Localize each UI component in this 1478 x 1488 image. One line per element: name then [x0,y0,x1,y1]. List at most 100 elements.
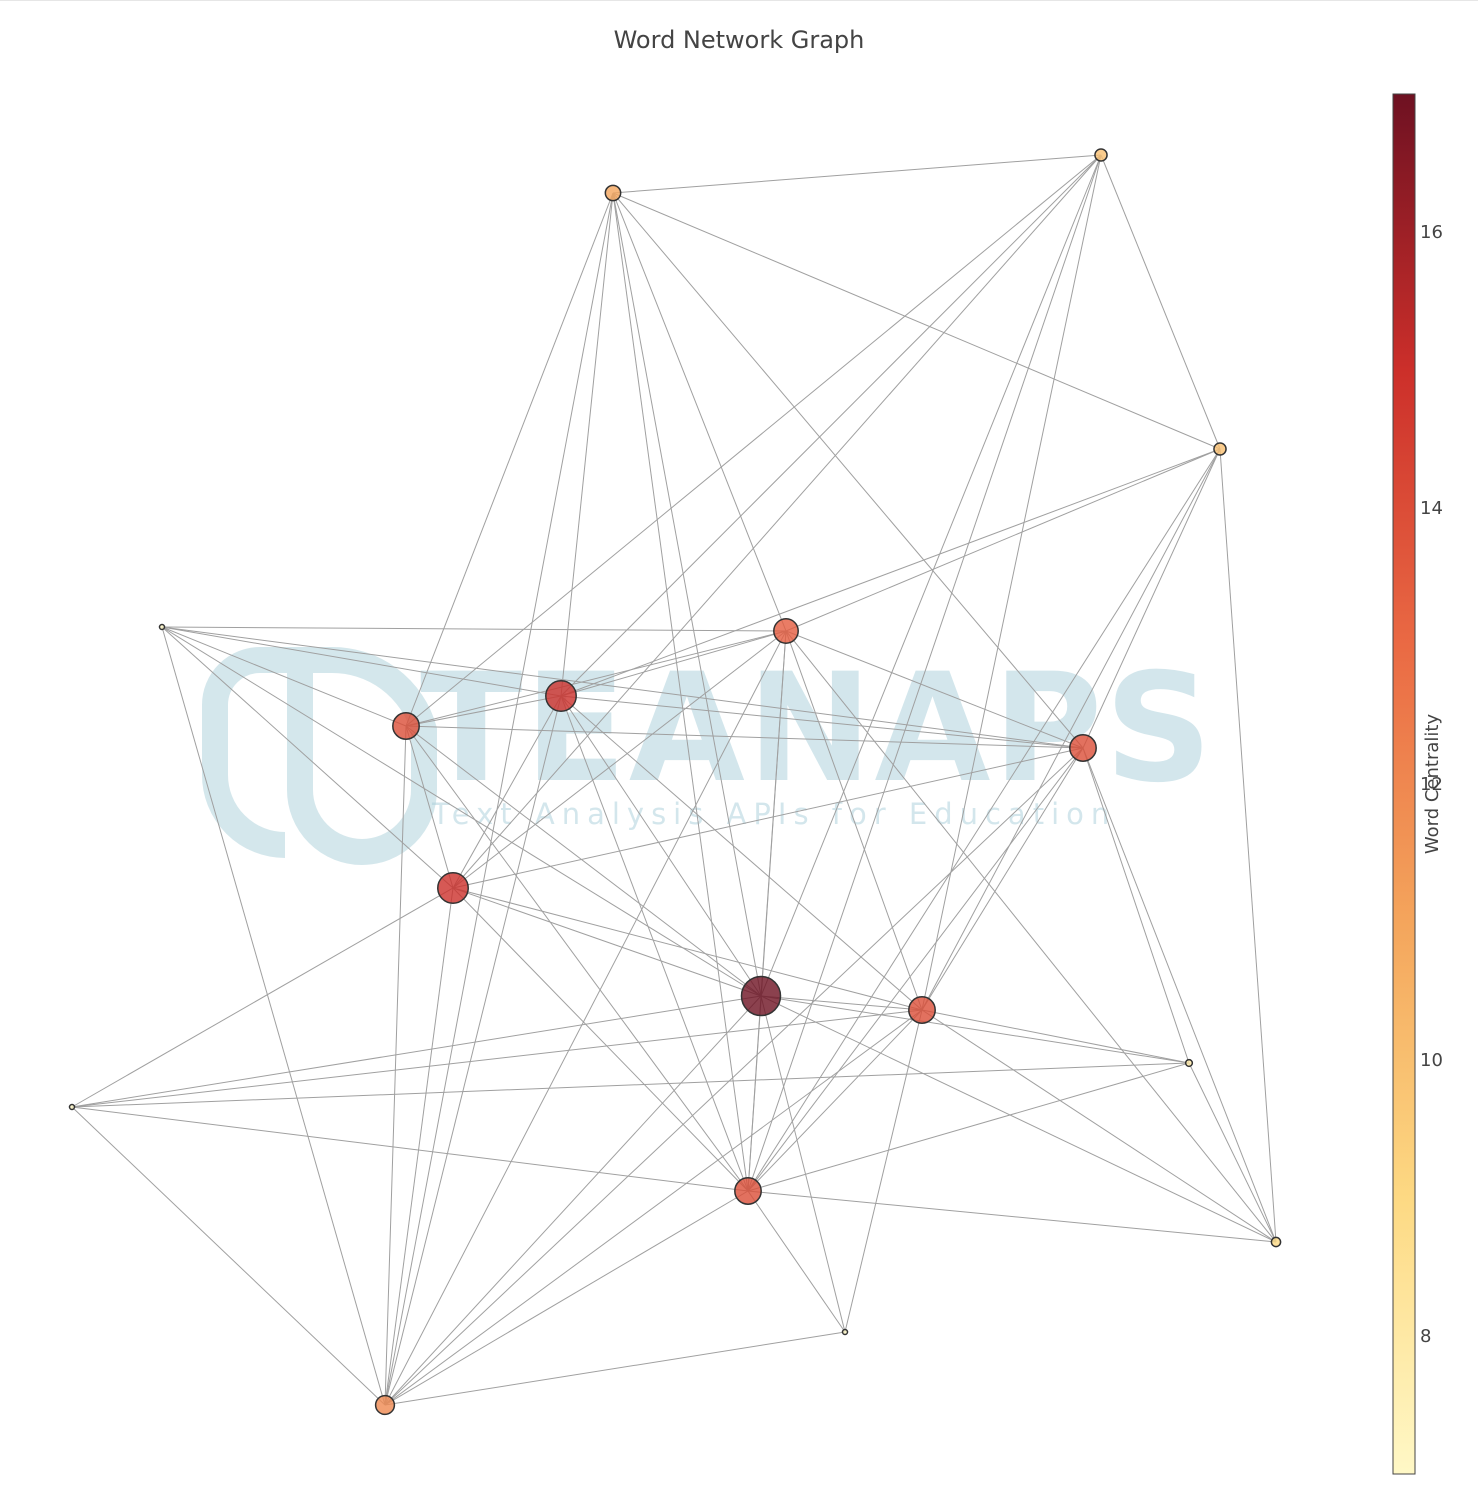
network-edge [1188,1062,1277,1243]
network-edge [161,626,1084,749]
network-node-n16[interactable] [374,1394,396,1416]
network-node-n1[interactable] [1094,148,1108,162]
network-edge [71,1009,923,1108]
network-edge [384,1009,923,1406]
network-edge [384,747,1084,1406]
network-node-n2[interactable] [1213,442,1227,456]
network-edge [405,725,762,997]
network-edge [405,630,787,727]
network-edge [405,725,454,889]
network-edge [384,725,407,1406]
network-node-n7[interactable] [1069,734,1097,762]
network-edge [71,1062,1190,1108]
network-node-n6[interactable] [392,712,420,740]
network-edge [612,192,762,997]
network-edge [612,154,1102,194]
colorbar-ticks: 8 10 12 14 16 [1420,222,1443,1347]
network-edge [747,1190,1277,1243]
network-edge [612,192,787,632]
colorbar-tick-label: 14 [1420,498,1443,519]
colorbar-tick-label: 16 [1420,222,1443,243]
network-edge [560,695,923,1011]
network-node-n10[interactable] [908,996,936,1024]
network-edge [760,154,1102,997]
network-edge [747,995,762,1192]
network-node-n15[interactable] [841,1328,849,1336]
network-edge [785,630,923,1011]
network-edge [161,626,762,997]
network-edge [384,630,787,1406]
network-edge [760,995,1277,1243]
network-edge [384,1331,846,1406]
network-edge [785,630,1277,1243]
network-edge [1219,448,1277,1243]
network-node-n5[interactable] [545,680,577,712]
network-edge [921,1009,1277,1243]
network-node-n9[interactable] [740,975,782,1017]
network-edge [452,154,1102,889]
network-edge [1082,448,1221,749]
network-edge [760,995,923,1011]
network-edge [452,887,749,1192]
network-node-n13[interactable] [734,1177,762,1205]
network-edge [161,626,407,727]
network-edge [560,695,1084,749]
network-node-n12[interactable] [68,1103,76,1111]
network-edge [760,995,1190,1064]
network-edge [747,1062,1190,1192]
colorbar-tick-label: 8 [1420,1326,1431,1347]
network-edge [844,1009,923,1333]
network-edge [384,995,762,1406]
network-edge [560,630,787,697]
network-edge [452,887,762,997]
network-node-n8[interactable] [437,872,469,904]
colorbar-gradient [1392,93,1416,1475]
network-edge [921,1009,1190,1064]
network-edge [612,192,749,1192]
network-edge [785,630,1084,749]
network-edge [1082,747,1277,1243]
network-edge [560,154,1102,697]
network-node-n3[interactable] [158,623,166,631]
network-edge [921,747,1084,1011]
network-edge [612,192,1084,749]
network-edge [384,1190,749,1406]
network-edge [71,1106,749,1192]
network-edge [921,448,1221,1011]
network-edge [452,695,562,889]
network-edge [747,1190,846,1333]
watermark-logo-text: TEANAPS [420,642,1214,816]
network-edge [405,192,614,727]
network-edge [785,448,1221,632]
network-node-n0[interactable] [604,184,622,202]
network-edge [1082,747,1190,1064]
network-edge [161,626,787,632]
network-edge [384,695,562,1406]
network-node-n4[interactable] [773,618,799,644]
watermark-logo-mark [202,646,437,865]
network-edge [161,626,386,1406]
network-edge [560,192,614,697]
network-edge [384,887,454,1406]
watermark: TEANAPS Text Analysis APIs for Education [202,642,1214,865]
edges-layer [71,154,1277,1406]
colorbar-tick-label: 12 [1420,774,1443,795]
colorbar: 8 10 12 14 16 Word Centrality [1392,93,1443,1475]
top-rule [0,0,1478,1]
network-edge [405,695,562,727]
watermark-tagline: Text Analysis APIs for Education [431,797,1116,831]
network-edge [71,1106,386,1406]
colorbar-tick-label: 10 [1420,1050,1443,1071]
network-node-n11[interactable] [1184,1058,1194,1068]
nodes-layer [68,148,1282,1416]
network-edge [452,630,787,889]
chart-title: Word Network Graph [613,26,865,54]
network-edge [747,448,1221,1192]
network-edge [560,448,1221,697]
network-edge [161,626,562,697]
network-edge [560,695,762,997]
network-edge [452,887,923,1011]
network-node-n14[interactable] [1270,1236,1282,1248]
network-edge [1100,154,1221,450]
